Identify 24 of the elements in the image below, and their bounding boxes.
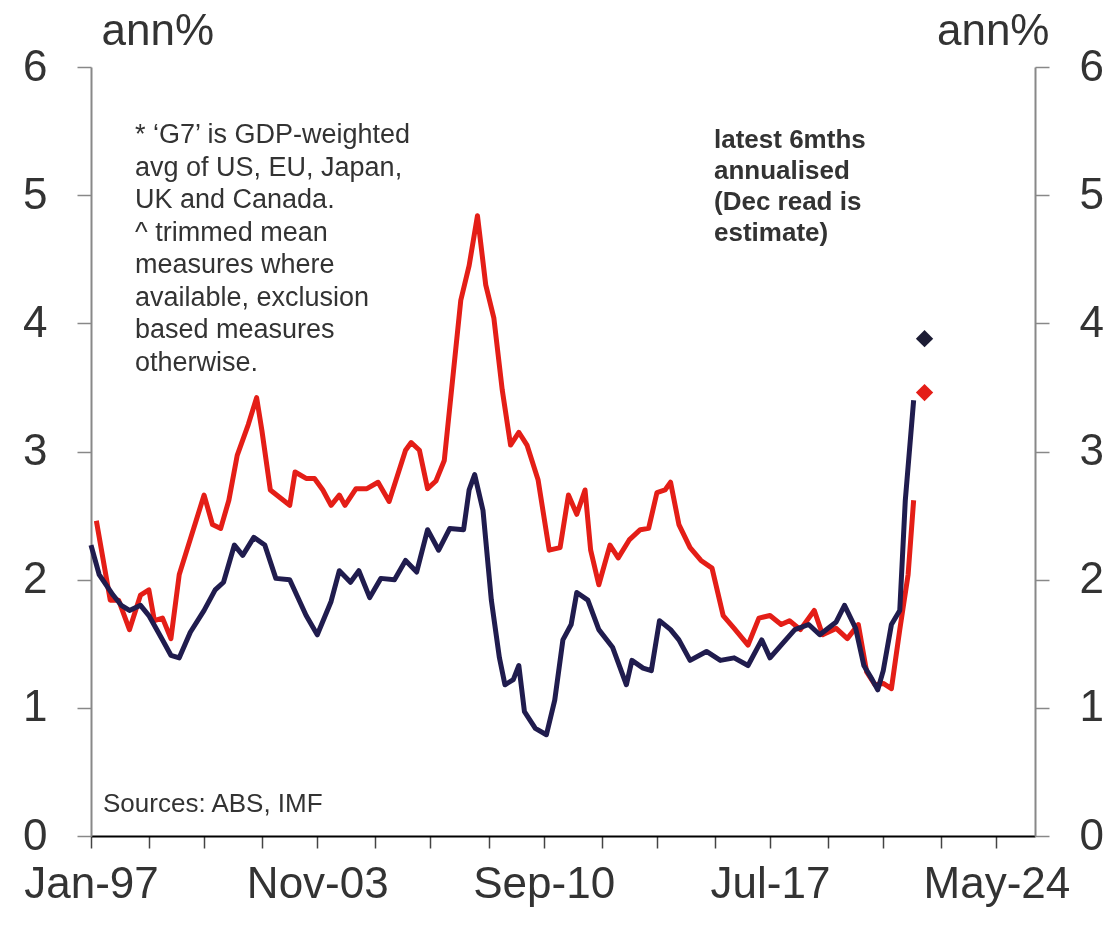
y-axis-title: ann% (101, 4, 215, 54)
y2-tick-label: 5 (1079, 168, 1104, 218)
y2-tick-label: 4 (1079, 296, 1104, 346)
x-tick-label: Sep-10 (473, 857, 616, 907)
y2-tick-label: 6 (1079, 40, 1104, 90)
y-tick-label: 0 (23, 809, 48, 859)
annotation: * ‘G7’ is GDP-weighted avg of US, EU, Japan, UK and Canada. ^ trimmed mean measures where available, exclusion based measures otherwise. (135, 119, 411, 377)
y-tick-label: 4 (23, 296, 48, 346)
y-tick-label: 2 (23, 553, 48, 603)
y2-tick-label: 0 (1079, 809, 1104, 859)
annotation: Sources: ABS, IMF (103, 788, 323, 818)
y2-tick-label: 3 (1079, 425, 1104, 474)
annotation: latest 6mths annualised (Dec read is estimate) (714, 124, 866, 247)
y-tick-label: 3 (23, 425, 48, 474)
x-tick-label: Nov-03 (246, 857, 389, 907)
x-tick-label: Jan-97 (24, 857, 159, 907)
y2-tick-label: 2 (1079, 553, 1104, 603)
x-tick-label: Jul-17 (710, 857, 831, 907)
y-tick-label: 5 (23, 168, 48, 218)
y-tick-label: 6 (23, 40, 48, 90)
y2-tick-label: 1 (1079, 681, 1104, 731)
y-tick-label: 1 (23, 681, 48, 731)
y2-axis-title: ann% (936, 4, 1050, 54)
x-tick-label: May-24 (923, 857, 1071, 907)
